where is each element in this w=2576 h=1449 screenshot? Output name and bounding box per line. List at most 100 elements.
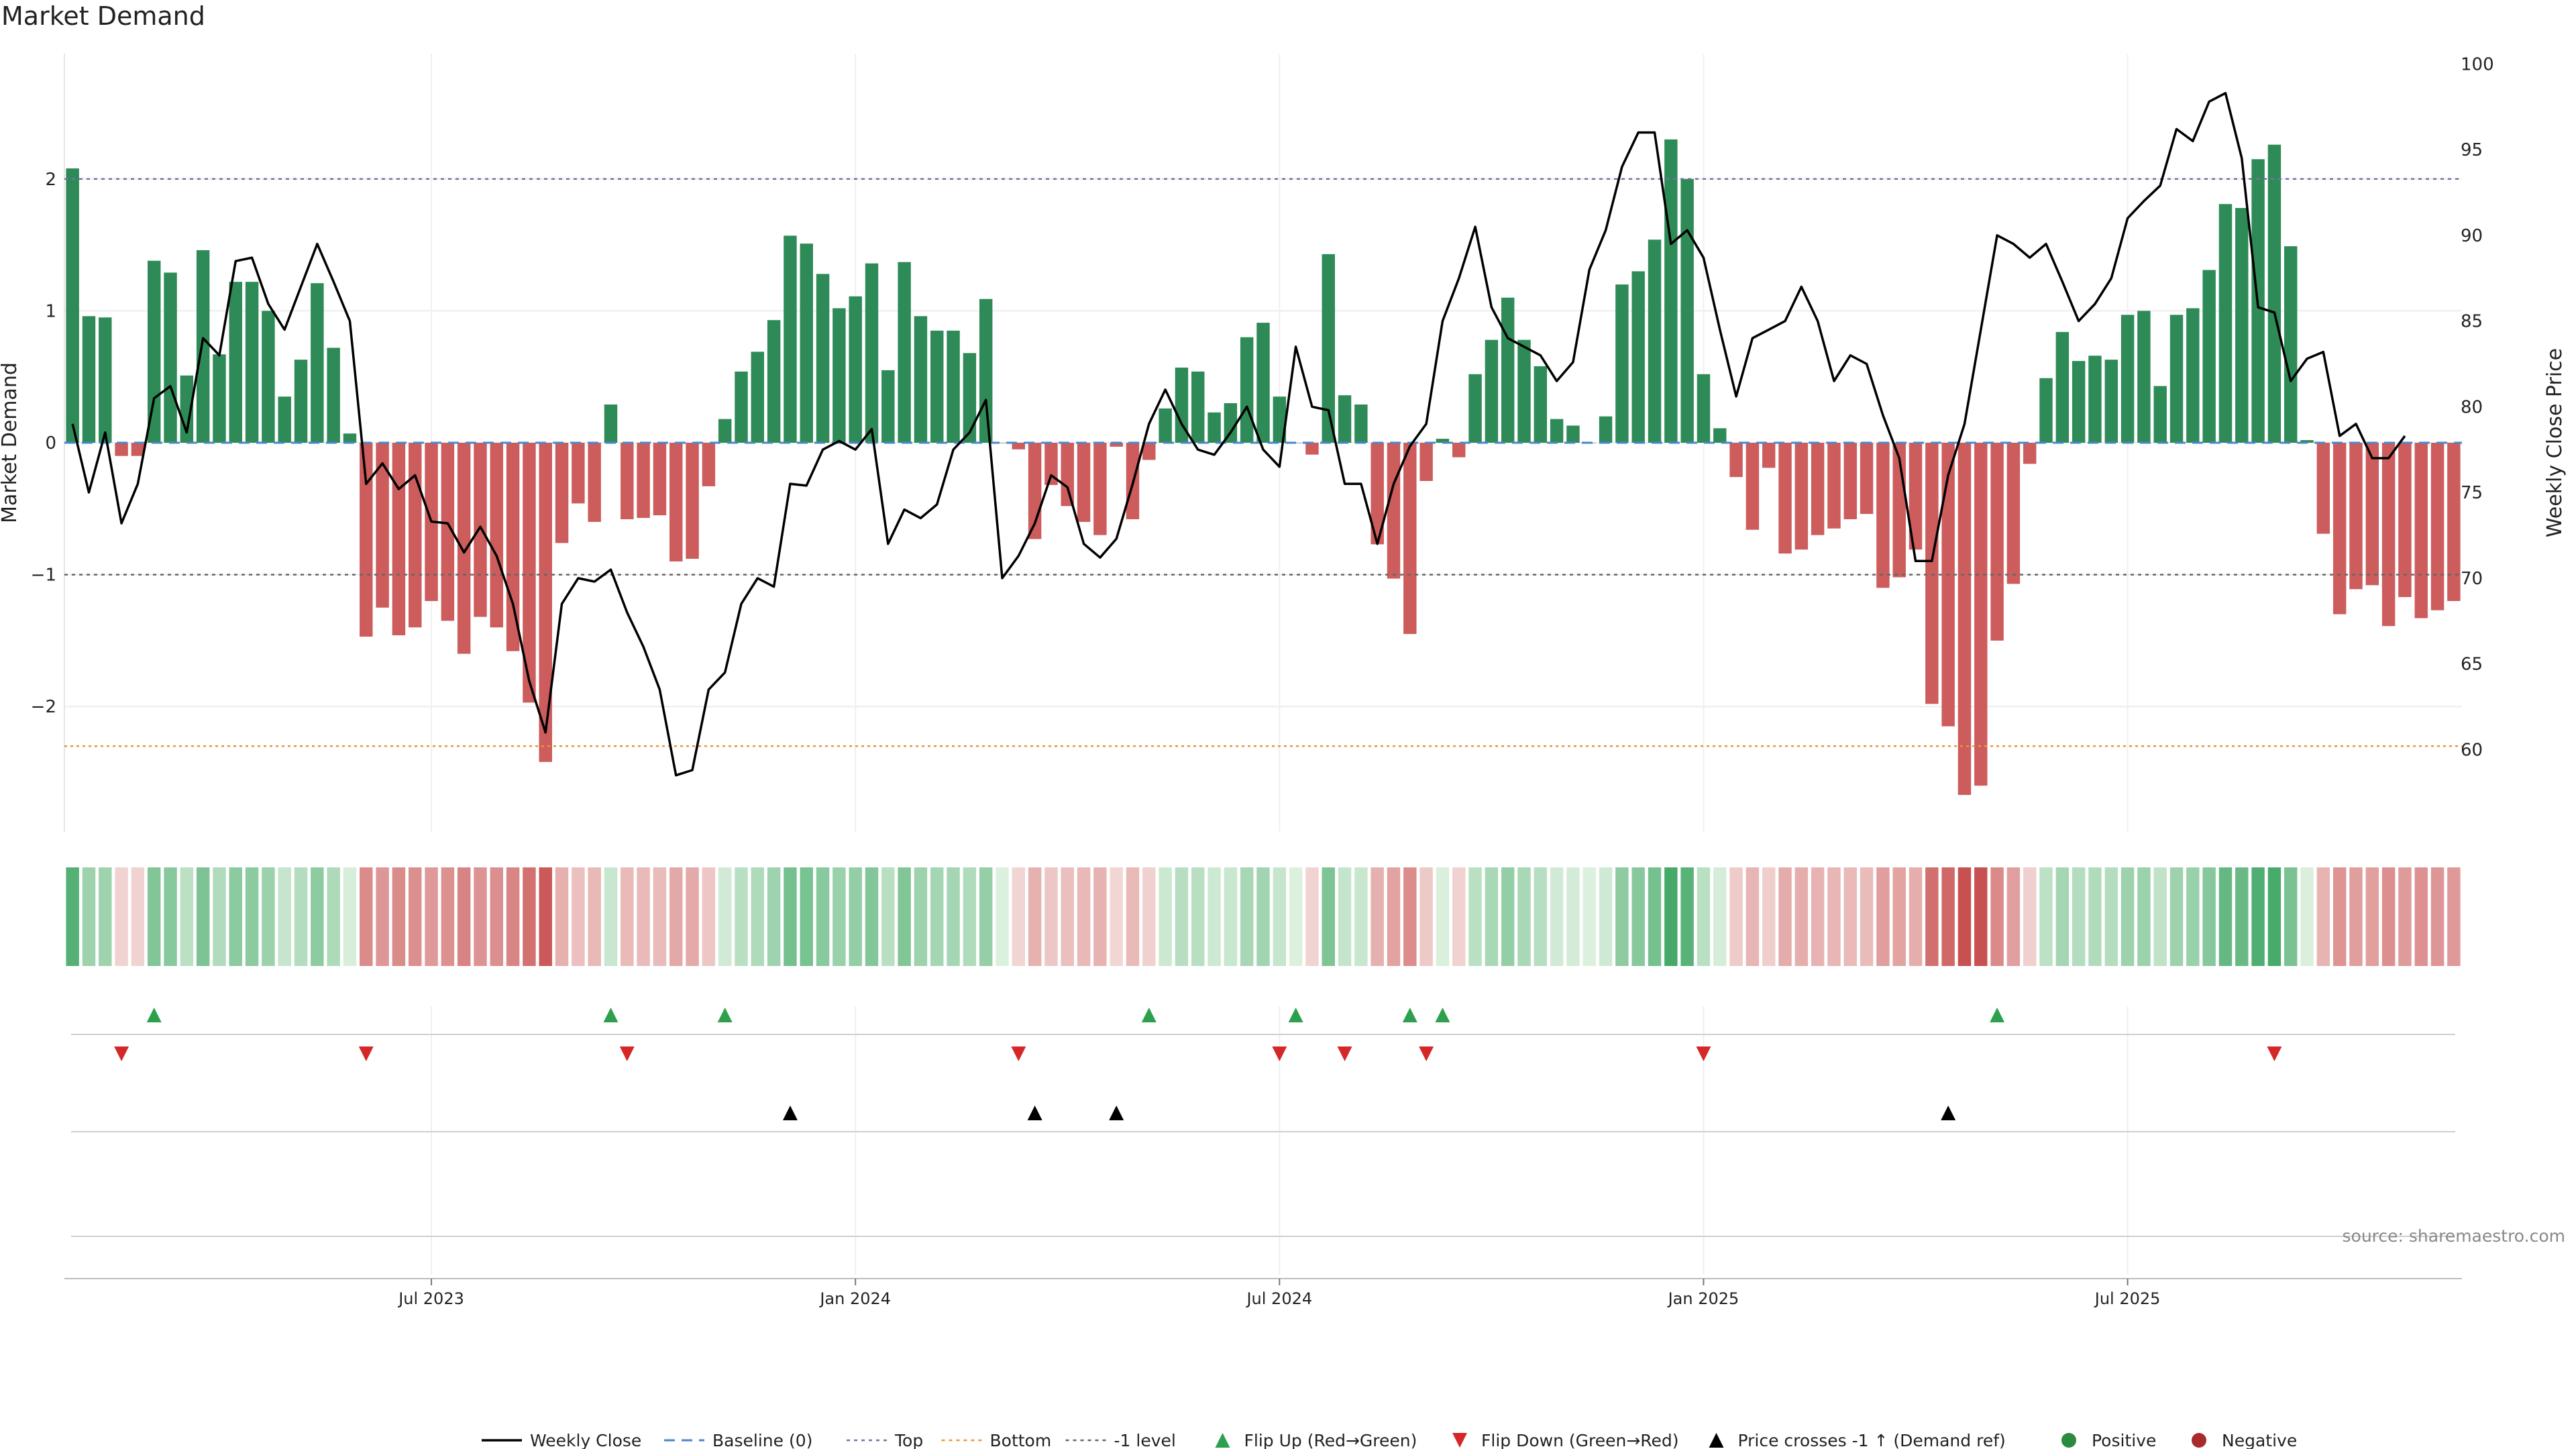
demand-bar-negative	[702, 443, 716, 486]
chart-title: Market Demand	[1, 1, 205, 31]
demand-bar-negative	[2006, 443, 2021, 584]
demand-bar-positive	[1566, 425, 1580, 443]
demand-bar-negative	[669, 443, 683, 561]
demand-bar-positive	[2186, 308, 2200, 443]
heat-strip-cell	[1159, 867, 1172, 966]
source-note: source: sharemaestro.com	[2343, 1226, 2566, 1246]
heat-strip-cell	[1550, 867, 1564, 966]
heat-strip-cell	[1175, 867, 1189, 966]
price-cross-marker	[1941, 1106, 1956, 1120]
demand-bar-positive	[930, 330, 944, 443]
demand-bar-positive	[1517, 339, 1531, 443]
demand-bar-positive	[2235, 208, 2249, 443]
heat-strip-cell	[164, 867, 177, 966]
demand-bar-negative	[1941, 443, 1955, 727]
demand-bar-negative	[2349, 443, 2363, 590]
heat-strip-cell	[1419, 867, 1433, 966]
demand-bar-negative	[1093, 443, 1107, 535]
flip-down-marker	[1419, 1046, 1434, 1061]
demand-bar-positive	[2300, 440, 2314, 443]
demand-bar-positive	[1615, 284, 1629, 443]
demand-bar-positive	[914, 316, 928, 443]
heat-strip-cell	[849, 867, 862, 966]
heat-strip-cell	[621, 867, 634, 966]
heat-strip-cell	[523, 867, 536, 966]
legend-swatch-price-cross	[1709, 1433, 1724, 1448]
demand-bar-positive	[735, 371, 748, 443]
heat-strip-cell	[1957, 867, 1972, 966]
demand-bar-positive	[833, 308, 846, 443]
demand-bar-negative	[360, 443, 373, 637]
heat-strip-cell	[865, 867, 879, 966]
heat-strip-cell	[2218, 867, 2233, 966]
demand-bar-positive	[2088, 356, 2102, 443]
heat-strip-cell	[930, 867, 944, 966]
demand-bar-positive	[66, 168, 79, 443]
price-cross-marker	[1109, 1106, 1124, 1120]
x-axis-tick-label: Jan 2025	[1667, 1289, 1739, 1308]
heat-strip-cell	[213, 867, 226, 966]
left-axis-tick-label: 1	[45, 301, 56, 321]
heat-strip-cell	[490, 867, 504, 966]
heat-strip-cell	[1208, 867, 1221, 966]
demand-bar-negative	[1305, 443, 1319, 455]
heat-strip-cell	[2349, 867, 2363, 966]
flip-down-marker	[2267, 1046, 2282, 1061]
demand-bar-positive	[751, 352, 765, 443]
heat-strip-cell	[1485, 867, 1499, 966]
heat-strip-cell	[979, 867, 993, 966]
demand-bar-positive	[2039, 378, 2053, 443]
heat-strip-cell	[2006, 867, 2021, 966]
demand-bar-positive	[2153, 386, 2167, 443]
heat-strip-cell	[1468, 867, 1482, 966]
heat-strip-cell	[2072, 867, 2086, 966]
demand-bar-positive	[718, 419, 732, 443]
flip-down-marker	[114, 1046, 129, 1061]
right-axis-title: Weekly Close Price	[2543, 348, 2567, 537]
demand-bar-negative	[1044, 443, 1058, 485]
heat-strip-cell	[1077, 867, 1091, 966]
left-axis-title: Market Demand	[0, 362, 21, 523]
heat-strip-cell	[881, 867, 895, 966]
demand-bar-negative	[2414, 443, 2428, 619]
price-cross-marker	[1027, 1106, 1042, 1120]
flip-down-marker	[1011, 1046, 1026, 1061]
heat-strip-cell	[1794, 867, 1809, 966]
heat-strip-cell	[1582, 867, 1596, 966]
demand-bar-positive	[2284, 246, 2298, 443]
demand-bar-negative	[392, 443, 406, 636]
heat-strip-cell	[66, 867, 79, 966]
demand-bar-negative	[1925, 443, 1939, 704]
demand-bar-negative	[1909, 443, 1923, 550]
heat-strip-cell	[1061, 867, 1074, 966]
demand-bar-positive	[229, 282, 243, 443]
demand-bar-negative	[1371, 443, 1384, 545]
legend-label: -1 level	[1114, 1431, 1176, 1449]
heat-strip-cell	[1517, 867, 1531, 966]
heat-strip-cell	[588, 867, 601, 966]
heat-strip-cell	[425, 867, 438, 966]
legend-label: Positive	[2092, 1431, 2156, 1449]
heat-strip-cell	[653, 867, 667, 966]
heat-strip-cell	[784, 867, 797, 966]
heat-strip-cell	[686, 867, 699, 966]
demand-bar-positive	[1697, 374, 1711, 443]
demand-bar-positive	[164, 272, 177, 443]
demand-bar-negative	[555, 443, 569, 543]
demand-bar-negative	[2447, 443, 2461, 601]
demand-bar-negative	[1794, 443, 1809, 550]
legend-label: Negative	[2222, 1431, 2297, 1449]
demand-bar-positive	[99, 317, 112, 443]
heat-strip-cell	[1860, 867, 1874, 966]
flip-down-marker	[1337, 1046, 1352, 1061]
legend-label: Weekly Close	[530, 1431, 641, 1449]
heat-strip-cell	[343, 867, 357, 966]
right-axis-tick-label: 75	[2461, 483, 2483, 503]
heat-strip-cell	[457, 867, 471, 966]
flip-down-marker	[619, 1046, 635, 1061]
heat-strip-cell	[1680, 867, 1694, 966]
heat-strip-cell	[2235, 867, 2249, 966]
heat-strip-cell	[816, 867, 830, 966]
demand-bar-positive	[1631, 271, 1645, 443]
demand-bar-positive	[979, 299, 993, 443]
